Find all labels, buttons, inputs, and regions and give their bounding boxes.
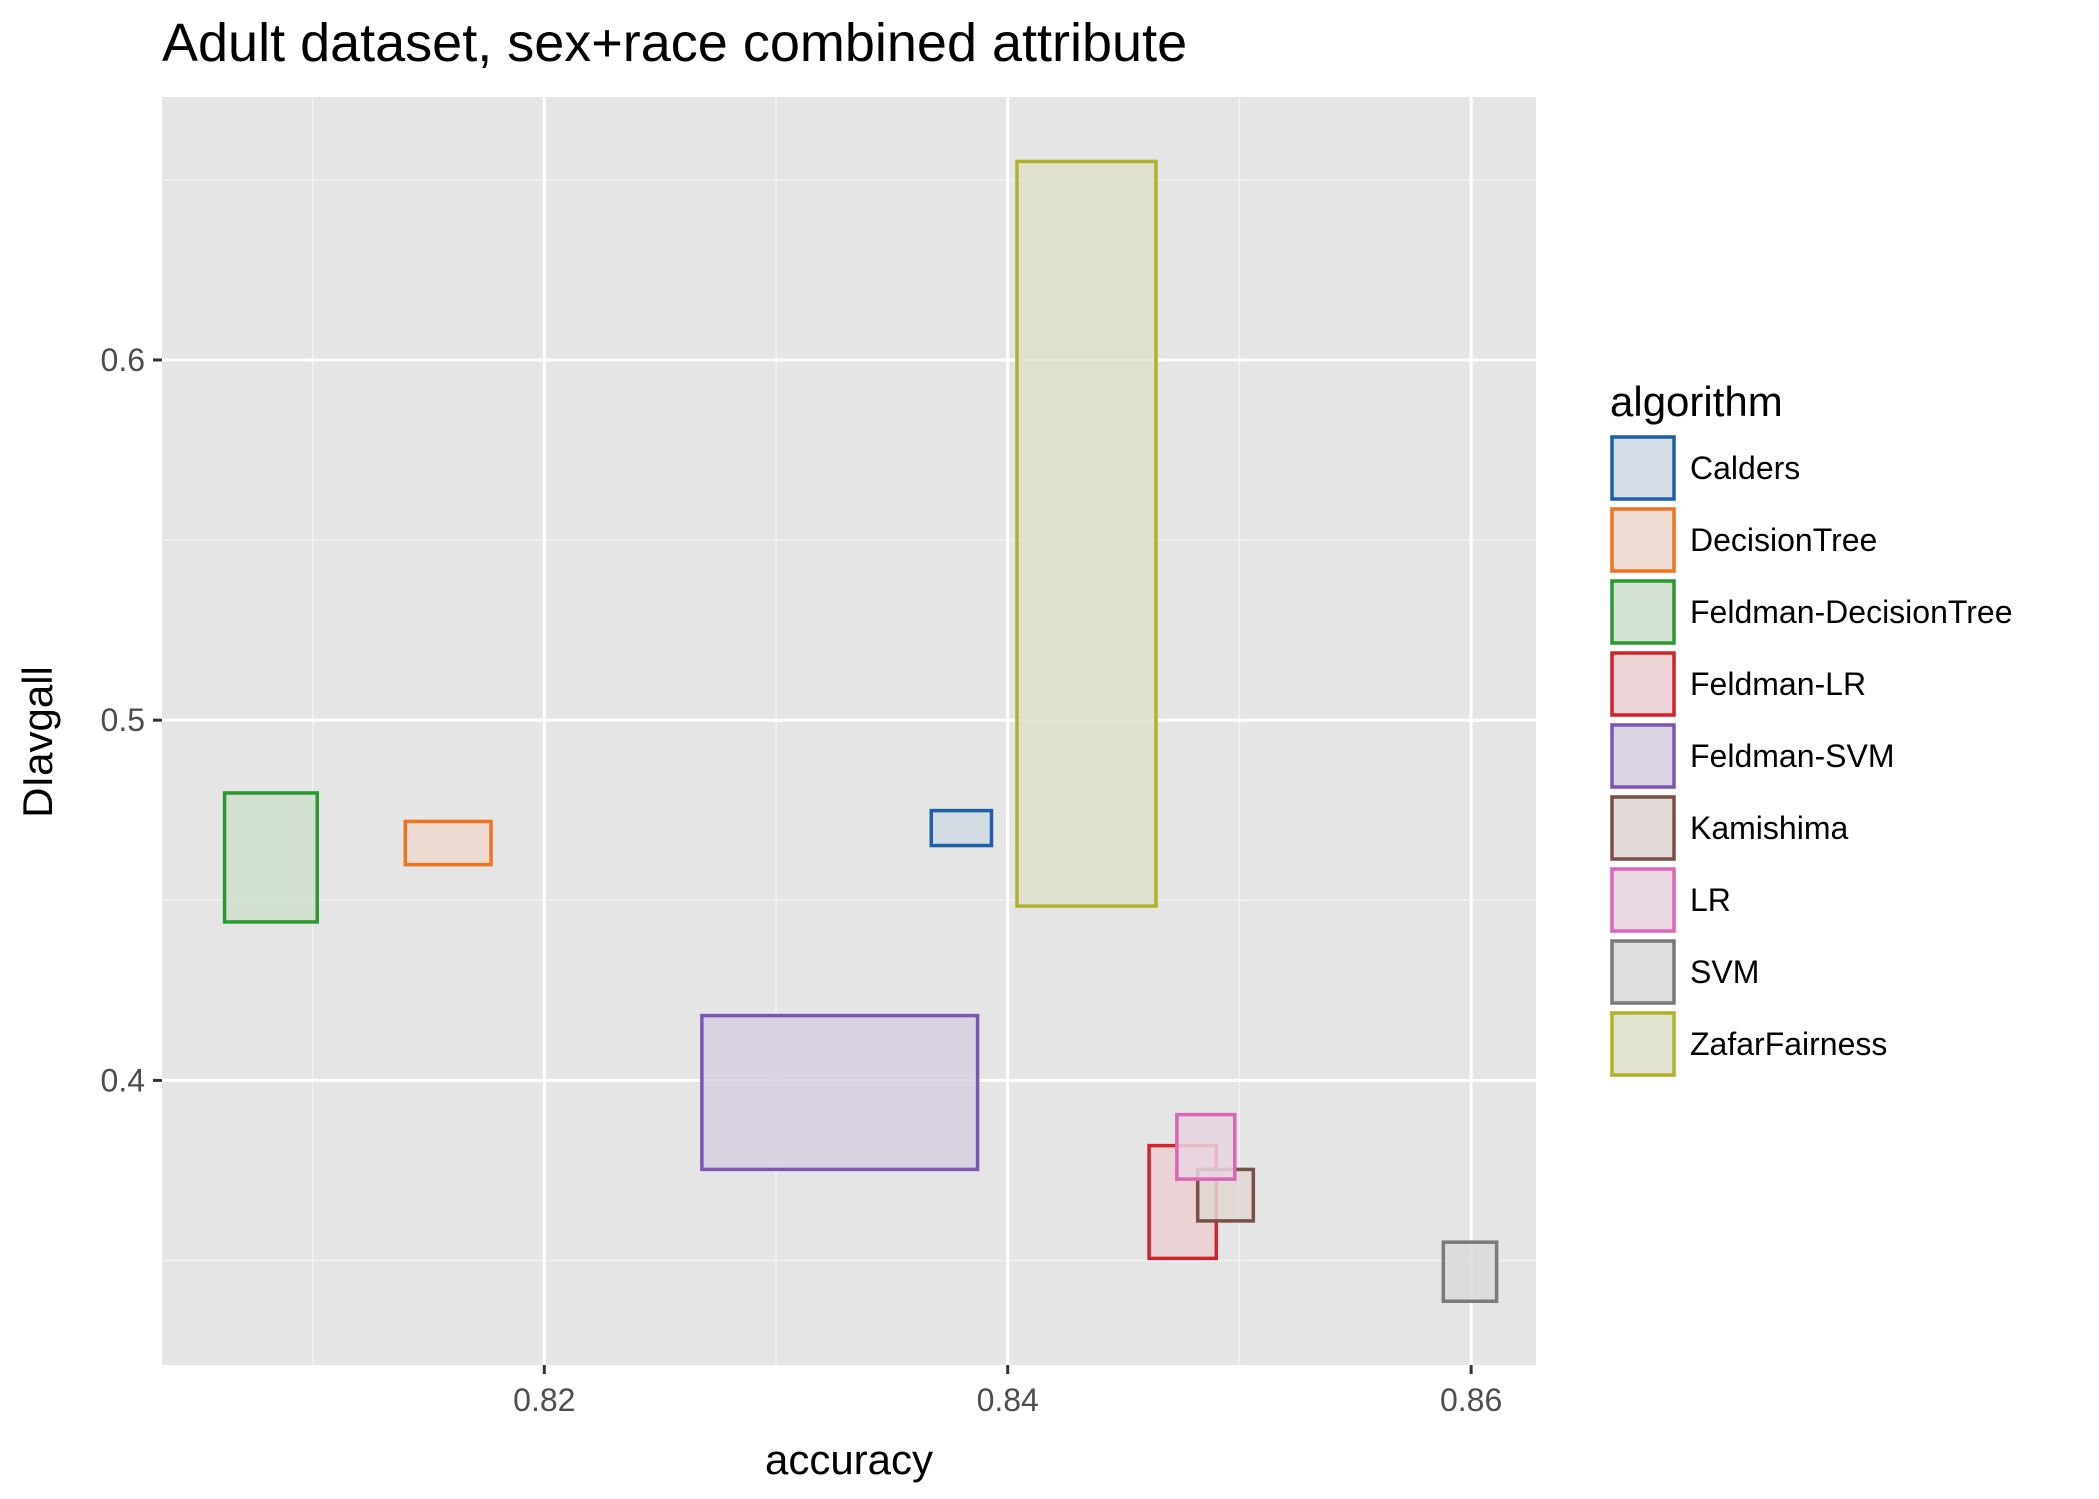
legend-label-calders: Calders (1690, 450, 1800, 486)
legend-label-lr: LR (1690, 882, 1731, 918)
x-tick-label-1: 0.84 (977, 1382, 1039, 1418)
legend-key-feldman-decisiontree (1610, 579, 1676, 645)
major-gridlines (162, 97, 1536, 1365)
legend-key-kamishima (1610, 795, 1676, 861)
x-axis-title: accuracy (765, 1436, 933, 1483)
rect-lr (1175, 1112, 1237, 1181)
legend-key-zafarfairness (1610, 1011, 1676, 1077)
rect-zafarfairness (1015, 159, 1158, 908)
legend-label-feldman-decisiontree: Feldman-DecisionTree (1690, 594, 2012, 630)
y-axis-title: DIavgall (14, 666, 61, 818)
legend-key-svm (1610, 939, 1676, 1005)
panel-background (162, 97, 1536, 1365)
legend-key-lr (1610, 867, 1676, 933)
y-tick-label-0: 0.4 (101, 1062, 145, 1098)
legend: algorithm Calders DecisionTree Feldman-Dec… (1610, 378, 2012, 1077)
chart-title: Adult dataset, sex+race combined attribu… (162, 13, 1187, 73)
rect-svm (1441, 1240, 1499, 1303)
legend-label-kamishima: Kamishima (1690, 810, 1848, 846)
legend-key-calders (1610, 435, 1676, 501)
x-axis: 0.82 0.84 0.86 (513, 1365, 1502, 1418)
legend-label-feldman-svm: Feldman-SVM (1690, 738, 1895, 774)
legend-label-decisiontree: DecisionTree (1690, 522, 1877, 558)
legend-label-feldman-lr: Feldman-LR (1690, 666, 1866, 702)
x-tick-label-0: 0.82 (513, 1382, 575, 1418)
rect-feldman-decisiontree (222, 791, 319, 924)
plot-panel (162, 97, 1536, 1365)
legend-key-feldman-lr (1610, 651, 1676, 717)
x-tick-label-2: 0.86 (1440, 1382, 1502, 1418)
rect-decisiontree (403, 819, 493, 867)
y-tick-label-2: 0.6 (101, 342, 145, 378)
y-tick-label-1: 0.5 (101, 702, 145, 738)
y-axis: 0.4 0.5 0.6 (101, 342, 162, 1098)
minor-gridlines (162, 97, 1536, 1365)
legend-label-zafarfairness: ZafarFairness (1690, 1026, 1887, 1062)
legend-key-decisiontree (1610, 507, 1676, 573)
legend-key-feldman-svm (1610, 723, 1676, 789)
legend-label-svm: SVM (1690, 954, 1759, 990)
rect-calders (929, 808, 994, 848)
legend-title: algorithm (1610, 378, 1783, 425)
rect-feldman-svm (700, 1013, 980, 1172)
data-rectangles (222, 159, 1499, 1303)
